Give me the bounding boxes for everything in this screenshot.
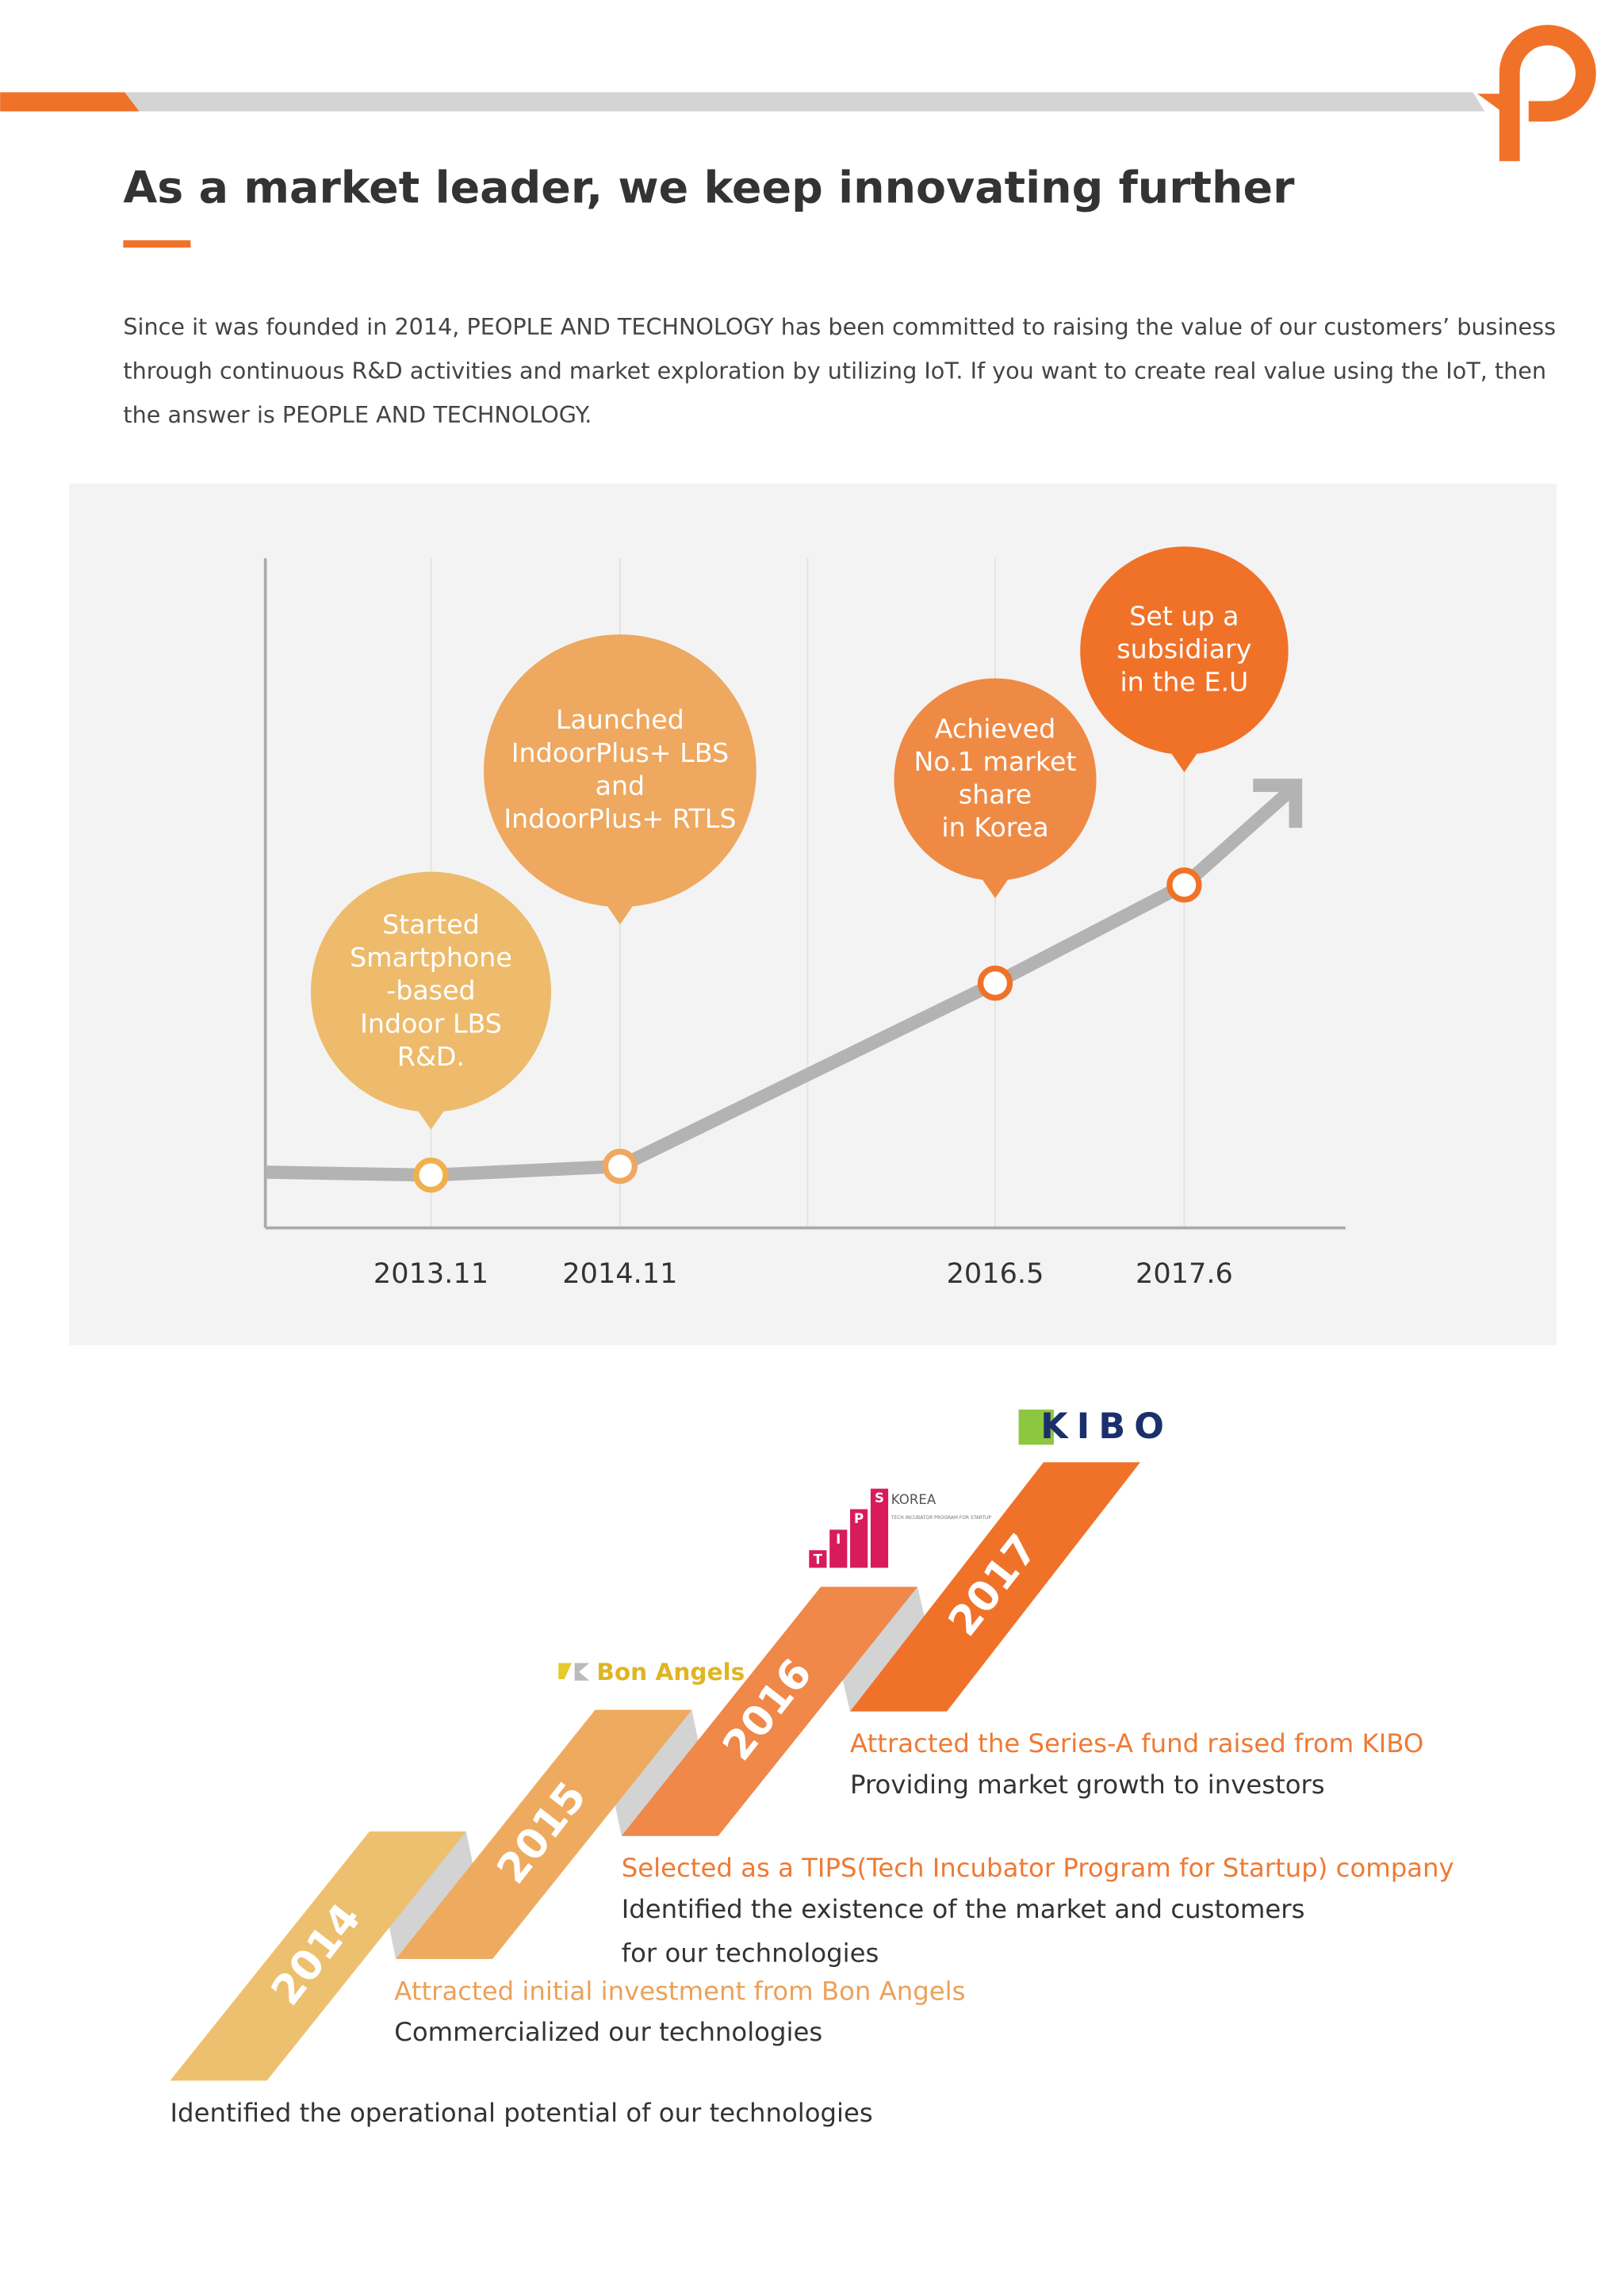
growth-arrowhead <box>1253 779 1303 828</box>
milestone-dot <box>602 1148 638 1184</box>
growth-panel <box>69 483 1557 1345</box>
bubble-text: in the E.U <box>1120 667 1248 698</box>
bubble-text: and <box>596 770 645 801</box>
bubble-text: Launched <box>556 704 684 735</box>
bonangels-icon <box>558 1663 572 1679</box>
intro-line: Since it was founded in 2014, PEOPLE AND… <box>123 313 1556 340</box>
bubble-text: -based <box>386 975 475 1006</box>
step-body: Identified the operational potential of … <box>170 2098 873 2128</box>
title: As a market leader, we keep innovating f… <box>123 163 1295 213</box>
bubble-pointer <box>603 901 637 925</box>
bubble-text: R&D. <box>397 1041 465 1072</box>
step-body: for our technologies <box>622 1938 879 1968</box>
bubble <box>1080 546 1289 755</box>
bubble <box>894 678 1097 881</box>
kibo-square <box>1018 1409 1054 1445</box>
bubble-text: Set up a <box>1129 600 1239 631</box>
tips-block <box>850 1509 868 1568</box>
title-underline <box>123 240 191 248</box>
bonangels-icon <box>574 1663 590 1681</box>
tips-block <box>809 1550 827 1568</box>
bubble <box>484 634 756 907</box>
growth-line <box>265 786 1295 1182</box>
bubble-text: in Korea <box>941 812 1048 843</box>
step-body: Identified the existence of the market a… <box>622 1894 1305 1924</box>
kibo-logo: KIBO <box>1040 1406 1173 1447</box>
step-body: Providing market growth to investors <box>850 1770 1325 1800</box>
bubble-pointer <box>1168 748 1201 772</box>
step-body: Commercialized our technologies <box>394 2017 822 2047</box>
step-ribbon <box>396 1709 692 1959</box>
tips-letter: I <box>836 1532 841 1547</box>
date-label: 2013.11 <box>373 1257 488 1290</box>
date-label: 2017.6 <box>1136 1257 1233 1290</box>
milestone-dot <box>977 965 1013 1001</box>
bubble-text: IndoorPlus+ LBS <box>511 737 729 768</box>
intro-line: through continuous R&D activities and ma… <box>123 357 1546 384</box>
step-ribbon <box>850 1462 1140 1712</box>
bubble-text: subsidiary <box>1116 633 1251 664</box>
logo-p <box>1499 25 1596 162</box>
bubble <box>310 871 552 1112</box>
intro-line: the answer is PEOPLE AND TECHNOLOGY. <box>123 401 592 428</box>
step-ribbon <box>170 1831 466 2081</box>
bubble-text: Indoor LBS <box>360 1008 502 1039</box>
bubble-pointer <box>979 874 1012 898</box>
bubble-text: IndoorPlus+ RTLS <box>504 803 736 834</box>
bubble-text: Started <box>382 909 480 940</box>
bubble-pointer <box>415 1106 447 1130</box>
step-headline: Attracted initial investment from Bon An… <box>394 1976 965 2006</box>
bonangels-logo: Bon Angels <box>596 1659 745 1686</box>
bubble-text: No.1 market <box>914 746 1077 777</box>
step-headline: Selected as a TIPS(Tech Incubator Progra… <box>622 1853 1454 1883</box>
logo <box>1477 25 1596 162</box>
intro: Since it was founded in 2014, PEOPLE AND… <box>123 313 1556 428</box>
tips-letter: T <box>814 1552 823 1567</box>
tips-letter: S <box>875 1490 884 1506</box>
bubble-text: Smartphone <box>350 942 512 973</box>
tips-block <box>870 1488 889 1568</box>
top-bar-gray <box>124 92 1485 112</box>
bubble-text: Achieved <box>935 713 1055 744</box>
bubble-text: share <box>959 779 1032 809</box>
top-bar-orange <box>0 92 140 112</box>
milestone-dot <box>1166 867 1202 903</box>
tips-block <box>829 1529 848 1568</box>
step-headline: Attracted the Series-A fund raised from … <box>850 1728 1423 1758</box>
date-label: 2014.11 <box>562 1257 677 1290</box>
tips-letter: P <box>854 1511 864 1526</box>
tips-sub: TECH INCUBATOR PROGRAM FOR STARTUP <box>891 1516 992 1521</box>
milestone-dot <box>413 1158 449 1193</box>
tips-korea: KOREA <box>891 1492 936 1507</box>
date-label: 2016.5 <box>947 1257 1044 1290</box>
step-ribbon <box>621 1586 918 1836</box>
